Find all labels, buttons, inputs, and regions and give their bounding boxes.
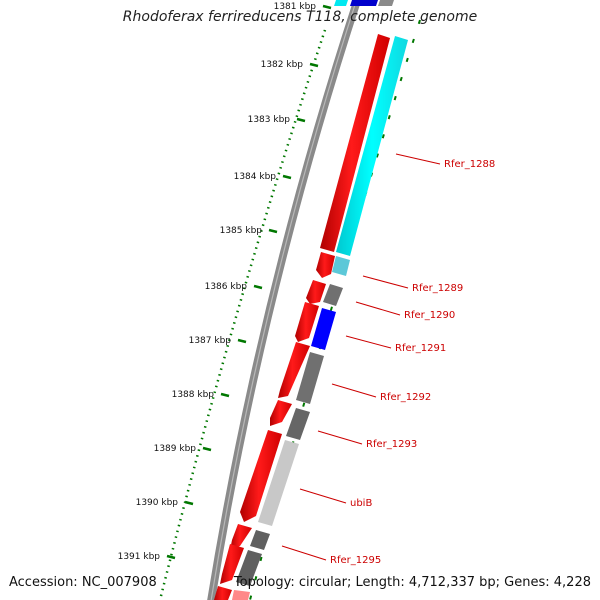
- gene-label: Rfer_1289: [412, 283, 463, 294]
- scale-tick: [322, 4, 332, 10]
- scale-tick: [202, 446, 212, 452]
- gene-labels: Rfer_1288 Rfer_1289 Rfer_1290 Rfer_1291 Rfer…: [330, 159, 495, 566]
- gene-leader-line: [317, 430, 363, 445]
- backbone-ring-highlight: [210, 0, 358, 600]
- cds-reverse-gray: [323, 284, 343, 306]
- cds-reverse-gray: [236, 550, 262, 586]
- cds-forward: [214, 586, 232, 600]
- scale-tick-label: 1387 kbp: [189, 336, 232, 346]
- gene-leader-line: [362, 275, 409, 289]
- scale-tick: [309, 62, 319, 68]
- outer-guide-arc: [249, 19, 421, 600]
- cds-forward: [316, 252, 335, 278]
- scale-labels: 1381 kbp 1382 kbp 1383 kbp 1384 kbp 1385 kbp…: [118, 2, 317, 562]
- scale-tick-label: 1383 kbp: [248, 115, 291, 125]
- cds-forward: [240, 430, 282, 522]
- cds-reverse-lightgray: [258, 440, 299, 526]
- top-features: [334, 0, 394, 6]
- scale-tick: [268, 228, 278, 234]
- cds-reverse-blue: [311, 308, 336, 350]
- gene-leader-line: [281, 545, 327, 561]
- gene-label: Rfer_1295: [330, 555, 381, 566]
- scale-tick-label: 1385 kbp: [220, 226, 263, 236]
- gene-leader-line: [331, 383, 377, 398]
- gene-label: Rfer_1291: [395, 343, 446, 354]
- cds-forward: [270, 400, 292, 426]
- cds-forward: [295, 302, 319, 342]
- gene-label: Rfer_1290: [404, 310, 455, 321]
- cds-top-cyan-fragment: [334, 0, 348, 6]
- scale-tick: [253, 284, 263, 290]
- cds-reverse-gray: [250, 530, 270, 550]
- gene-leader-line: [355, 301, 401, 316]
- reverse-strand: [236, 36, 408, 586]
- gene-label: ubiB: [350, 498, 372, 509]
- gene-leader-lines: [281, 153, 441, 561]
- cds-reverse-cyan: [336, 36, 408, 256]
- scale-tick-label: 1388 kbp: [172, 390, 215, 400]
- scale-tick: [282, 174, 292, 180]
- scale-tick-label: 1384 kbp: [234, 172, 277, 182]
- scale-tick-label: 1390 kbp: [136, 498, 179, 508]
- cds-forward: [230, 524, 252, 550]
- cds-forward: [278, 342, 310, 398]
- scale-tick: [296, 117, 306, 123]
- gene-label: Rfer_1293: [366, 439, 417, 450]
- scale-tick: [166, 554, 176, 560]
- topology-text: Topology: circular; Length: 4,712,337 bp…: [233, 575, 591, 590]
- scale-tick-label: 1386 kbp: [205, 282, 248, 292]
- cds-reverse-cyan-small: [332, 256, 350, 276]
- cds-forward: [320, 34, 390, 252]
- cds-top-gray-fragment: [378, 0, 394, 6]
- cds-reverse-gray: [296, 352, 324, 404]
- scale-tick-label: 1389 kbp: [154, 444, 197, 454]
- backbone-ring: [207, 0, 362, 600]
- accession-text: Accession: NC_007908: [9, 575, 157, 590]
- scale-tick-label: 1382 kbp: [261, 60, 304, 70]
- gene-leader-line: [395, 153, 441, 165]
- gene-leader-line: [345, 335, 392, 349]
- scale-ticks: [166, 4, 332, 560]
- scale-tick: [184, 500, 194, 506]
- scale-tick: [237, 338, 247, 344]
- scale-tick-label: 1381 kbp: [274, 2, 317, 12]
- gene-label: Rfer_1288: [444, 159, 495, 170]
- scale-tick: [220, 392, 230, 398]
- cds-forward-light: [232, 590, 250, 600]
- map-title: Rhodoferax ferrireducens T118, complete …: [122, 9, 478, 25]
- gene-leader-line: [299, 488, 347, 504]
- cds-forward: [306, 280, 326, 304]
- cds-reverse-gray: [286, 408, 310, 440]
- cds-top-blue-fragment: [350, 0, 378, 6]
- gene-label: Rfer_1292: [380, 392, 431, 403]
- scale-tick-label: 1391 kbp: [118, 552, 161, 562]
- cds-forward: [220, 544, 244, 584]
- forward-strand: [214, 34, 390, 600]
